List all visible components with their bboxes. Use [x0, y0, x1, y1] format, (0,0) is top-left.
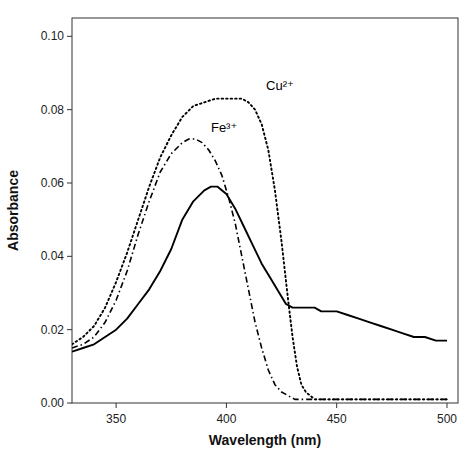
y-tick — [67, 36, 72, 37]
x-tick — [226, 403, 227, 408]
x-tick-label: 500 — [437, 412, 457, 426]
y-tick — [67, 109, 72, 110]
y-tick-label: 0.02 — [41, 323, 65, 337]
x-tick-label: 400 — [216, 412, 236, 426]
x-tick — [336, 403, 337, 408]
x-tick-label: 450 — [327, 412, 347, 426]
y-tick — [67, 183, 72, 184]
series-line — [72, 187, 447, 352]
y-axis-label: Absorbance — [5, 170, 21, 251]
y-tick — [67, 329, 72, 330]
y-tick-label: 0.04 — [41, 249, 65, 263]
x-axis-label: Wavelength (nm) — [209, 432, 321, 448]
y-tick-label: 0.06 — [41, 176, 65, 190]
chart: 350 400 450 500 0.00 0.02 0.04 0.06 0.08 0.10 Wave… — [0, 0, 474, 459]
plot-frame — [72, 18, 458, 403]
y-tick-label: 0.00 — [41, 396, 65, 410]
axes: 350 400 450 500 0.00 0.02 0.04 0.06 0.08 0.10 — [41, 29, 458, 426]
annotation: Cu²⁺ — [266, 78, 294, 93]
series-line — [72, 139, 447, 399]
x-tick — [446, 403, 447, 408]
plot-area — [72, 99, 447, 400]
series-line — [72, 99, 447, 400]
annotation: Fe³⁺ — [211, 120, 237, 135]
x-tick — [116, 403, 117, 408]
y-tick-label: 0.10 — [41, 29, 65, 43]
y-tick — [67, 403, 72, 404]
y-tick — [67, 256, 72, 257]
y-tick-label: 0.08 — [41, 103, 65, 117]
x-tick-label: 350 — [106, 412, 126, 426]
